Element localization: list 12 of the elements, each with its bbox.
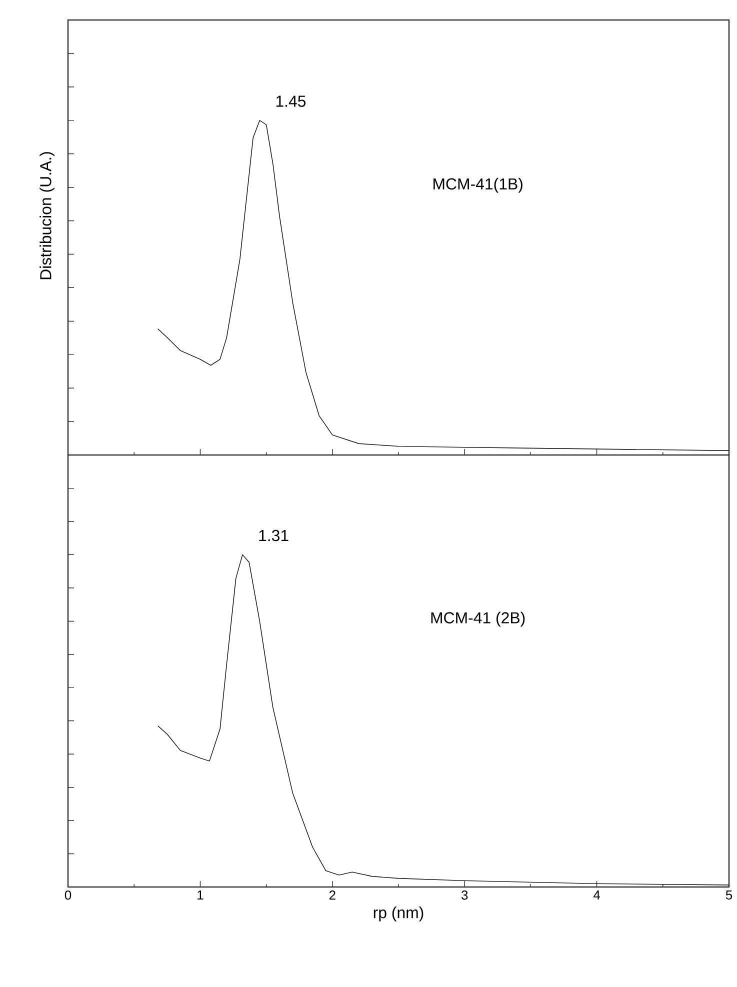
x-tick-label: 3 — [462, 890, 468, 900]
annotation: 1.45 — [276, 96, 306, 107]
x-tick-label: 2 — [329, 890, 336, 900]
x-tick-label: 1 — [198, 890, 204, 900]
annotation: 1.31 — [259, 530, 288, 542]
y-axis-title: Distribucion (U.A.) — [40, 152, 54, 280]
x-tick-label: 4 — [594, 890, 600, 900]
annotation: MCM-41(1B) — [434, 178, 522, 193]
x-axis-title: rp (nm) — [374, 906, 424, 922]
x-tick-label: 0 — [64, 890, 72, 900]
annotation: MCM-41 (2B) — [431, 612, 525, 627]
x-tick-label: 5 — [726, 890, 732, 900]
